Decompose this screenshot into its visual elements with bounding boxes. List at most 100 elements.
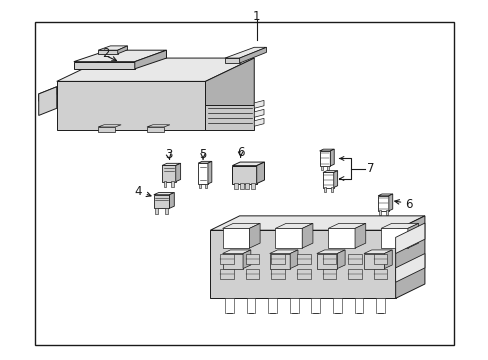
Polygon shape [323,172,333,188]
Bar [155,208,158,214]
Polygon shape [74,62,135,69]
Polygon shape [249,224,260,248]
Polygon shape [162,163,180,166]
Polygon shape [135,50,166,69]
Bar [347,254,361,264]
Polygon shape [154,195,169,208]
Polygon shape [232,166,256,184]
Bar [271,269,285,279]
Text: 4: 4 [135,185,142,198]
Polygon shape [162,166,175,181]
Bar [347,269,361,279]
Polygon shape [222,250,250,253]
Polygon shape [57,58,254,81]
Polygon shape [380,224,418,228]
Bar [354,298,363,313]
Bar [245,183,249,189]
Polygon shape [254,118,264,126]
Polygon shape [118,46,127,54]
Bar [220,254,233,264]
Polygon shape [224,47,266,58]
Polygon shape [232,162,264,166]
Polygon shape [98,46,127,50]
Bar [378,211,380,215]
Polygon shape [363,250,391,253]
Polygon shape [239,47,266,63]
Polygon shape [275,228,302,248]
Bar [245,269,259,279]
Bar [311,298,320,313]
Polygon shape [98,50,118,54]
Bar [204,184,206,188]
Polygon shape [74,50,166,62]
Polygon shape [147,127,163,132]
Bar [373,269,386,279]
Polygon shape [377,196,388,211]
Bar [220,269,233,279]
Polygon shape [222,228,249,248]
Polygon shape [319,149,333,151]
Text: 1: 1 [252,10,260,23]
Polygon shape [395,253,424,282]
Polygon shape [205,58,254,130]
Polygon shape [256,162,264,184]
Polygon shape [39,87,57,101]
Polygon shape [395,216,424,298]
Polygon shape [319,151,330,166]
Polygon shape [198,163,207,184]
Polygon shape [407,224,418,248]
Bar [35,22,453,345]
Polygon shape [243,250,250,269]
Polygon shape [224,58,239,63]
Polygon shape [222,224,260,228]
Polygon shape [269,250,297,253]
Polygon shape [207,161,211,184]
Polygon shape [222,253,243,269]
Bar [163,181,166,187]
Polygon shape [302,224,312,248]
Bar [267,298,276,313]
Bar [234,183,238,189]
Bar [296,269,310,279]
Polygon shape [316,253,337,269]
Bar [239,183,243,189]
Polygon shape [327,228,354,248]
Polygon shape [388,194,392,211]
Bar [330,187,332,192]
Bar [199,184,201,188]
Bar [171,181,174,187]
Polygon shape [198,161,211,163]
Polygon shape [57,81,205,130]
Bar [373,254,386,264]
Polygon shape [289,250,297,269]
Polygon shape [333,171,337,188]
Polygon shape [205,105,254,130]
Bar [271,254,285,264]
Polygon shape [154,193,174,195]
Bar [289,298,298,313]
Polygon shape [377,194,392,196]
Text: 3: 3 [165,148,172,161]
Bar [332,298,341,313]
Bar [320,166,322,170]
Polygon shape [254,109,264,117]
Bar [250,183,254,189]
Polygon shape [39,87,57,116]
Polygon shape [269,253,289,269]
Bar [322,269,335,279]
Bar [164,208,167,214]
Bar [375,298,384,313]
Polygon shape [395,223,424,253]
Polygon shape [175,163,180,181]
Polygon shape [210,216,424,230]
Polygon shape [323,171,337,172]
Bar [224,298,233,313]
Text: 7: 7 [366,162,374,175]
Bar [322,254,335,264]
Polygon shape [337,250,345,269]
Polygon shape [275,224,312,228]
Bar [296,254,310,264]
Bar [327,166,329,170]
Polygon shape [98,125,121,127]
Bar [385,211,387,215]
